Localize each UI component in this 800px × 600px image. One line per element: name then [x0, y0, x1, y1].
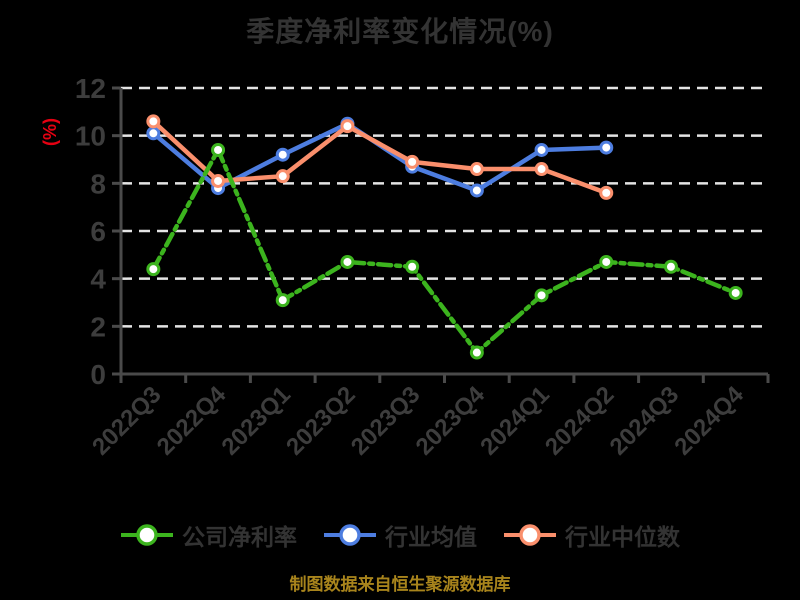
svg-text:2023Q2: 2023Q2 — [281, 381, 360, 460]
legend-label-industry-mean: 行业均值 — [385, 524, 477, 550]
svg-text:4: 4 — [90, 264, 106, 295]
svg-text:2023Q4: 2023Q4 — [411, 381, 491, 461]
line-marker-icon — [121, 524, 173, 546]
svg-text:2024Q4: 2024Q4 — [669, 381, 749, 461]
svg-text:0: 0 — [90, 359, 106, 390]
svg-text:12: 12 — [75, 73, 106, 104]
svg-text:2022Q3: 2022Q3 — [87, 381, 166, 460]
line-marker-icon — [324, 524, 376, 546]
legend-item-company-net-margin: 公司净利率 — [120, 518, 297, 552]
legend-item-industry-median: 行业中位数 — [503, 518, 680, 552]
legend-label-industry-median: 行业中位数 — [565, 524, 680, 550]
svg-text:2024Q1: 2024Q1 — [475, 381, 554, 460]
svg-text:2024Q2: 2024Q2 — [540, 381, 619, 460]
line-marker-icon — [504, 524, 556, 546]
legend-item-industry-mean: 行业均值 — [323, 518, 477, 552]
source-note: 制图数据来自恒生聚源数据库 — [289, 575, 511, 594]
chart-title: 季度净利率变化情况(%) — [246, 16, 554, 47]
svg-text:2023Q1: 2023Q1 — [217, 381, 296, 460]
svg-text:2023Q3: 2023Q3 — [346, 381, 425, 460]
svg-text:2024Q3: 2024Q3 — [605, 381, 684, 460]
legend-label-company-net-margin: 公司净利率 — [182, 524, 297, 550]
svg-text:8: 8 — [90, 168, 106, 199]
svg-text:10: 10 — [75, 121, 106, 152]
svg-text:2022Q4: 2022Q4 — [152, 381, 232, 461]
legend: 公司净利率 行业均值 行业中位数 — [0, 518, 800, 552]
svg-text:6: 6 — [90, 216, 106, 247]
svg-text:2: 2 — [90, 311, 106, 342]
